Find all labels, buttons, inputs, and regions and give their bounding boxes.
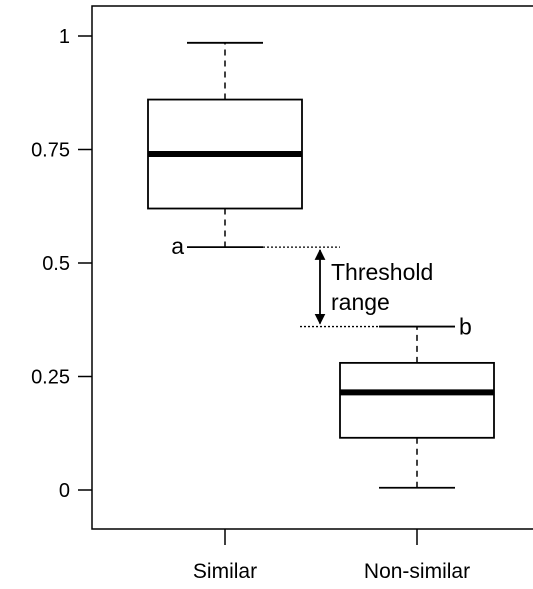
threshold-label-line2: range <box>331 289 390 315</box>
label-a: a <box>171 233 184 259</box>
plot-frame <box>91 5 533 530</box>
label-b: b <box>459 314 472 340</box>
threshold-label-line1: Threshold <box>331 259 433 285</box>
x-axis: Similar Non-similar <box>193 529 470 583</box>
boxes <box>147 41 495 489</box>
y-tick-label: 0.75 <box>31 140 70 162</box>
iqr-box <box>339 361 495 439</box>
x-category-label: Non-similar <box>364 560 470 583</box>
box-similar <box>147 41 303 249</box>
threshold-annotations: a b Threshold range <box>171 233 472 339</box>
y-axis: 1 0.75 0.5 0.25 0 <box>31 26 92 502</box>
y-tick-label: 0 <box>59 480 70 502</box>
y-tick-label: 1 <box>59 26 70 48</box>
box-non-similar <box>339 325 495 489</box>
y-tick-label: 0.5 <box>42 253 70 275</box>
y-tick-label: 0.25 <box>31 367 70 389</box>
x-category-label: Similar <box>193 560 257 583</box>
